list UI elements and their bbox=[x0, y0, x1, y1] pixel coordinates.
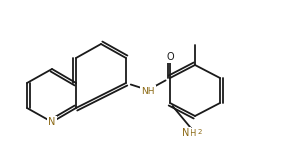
Text: NH: NH bbox=[141, 86, 155, 95]
Text: H: H bbox=[189, 128, 195, 137]
Text: 2: 2 bbox=[198, 129, 202, 135]
Text: N: N bbox=[48, 117, 56, 127]
Text: O: O bbox=[166, 52, 174, 62]
Text: N: N bbox=[182, 128, 190, 138]
